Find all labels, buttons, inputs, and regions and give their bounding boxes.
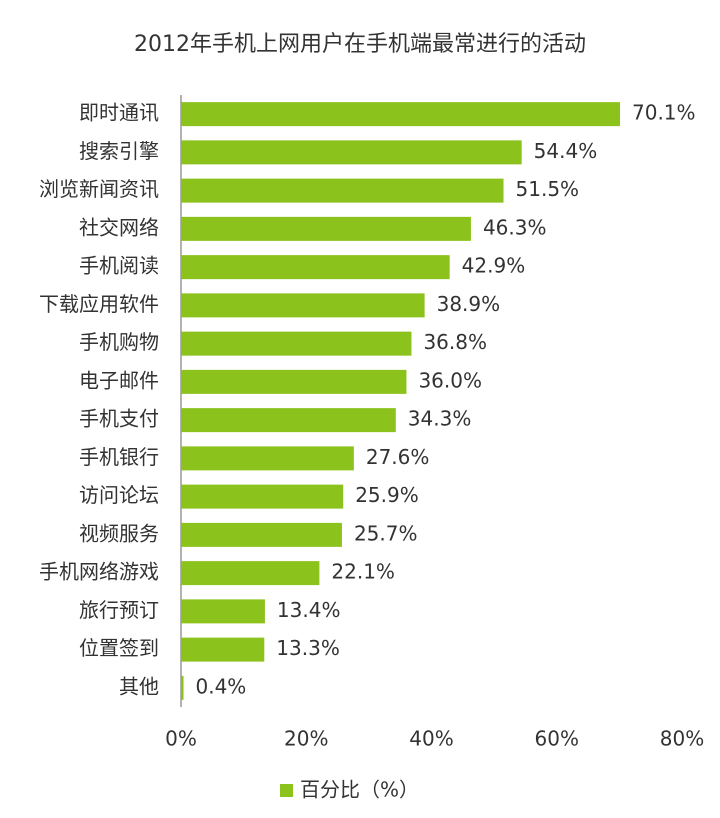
bar xyxy=(181,599,265,624)
bar xyxy=(181,140,522,165)
bar xyxy=(181,102,621,127)
y-tick-label: 搜索引擎 xyxy=(79,139,159,163)
x-tick-label: 0% xyxy=(165,727,197,751)
y-tick-label: 手机支付 xyxy=(79,407,159,431)
value-label: 46.3% xyxy=(483,215,547,239)
y-tick-label: 下载应用软件 xyxy=(39,292,159,316)
y-tick-label: 电子邮件 xyxy=(79,368,159,392)
y-tick-label: 旅行预订 xyxy=(79,598,159,622)
value-label: 13.4% xyxy=(277,598,341,622)
chart-title: 2012年手机上网用户在手机端最常进行的活动 xyxy=(134,32,586,57)
value-label: 36.0% xyxy=(418,368,482,392)
legend-swatch xyxy=(280,784,293,797)
y-tick-label: 手机购物 xyxy=(79,330,159,354)
bar xyxy=(181,637,265,662)
bar xyxy=(181,408,396,433)
bar xyxy=(181,446,354,471)
bar xyxy=(181,331,412,356)
x-tick-label: 60% xyxy=(535,727,579,751)
bar xyxy=(181,369,407,394)
value-label: 22.1% xyxy=(331,560,395,584)
bar xyxy=(181,522,342,547)
y-tick-label: 手机网络游戏 xyxy=(39,560,159,584)
value-label: 70.1% xyxy=(632,101,696,125)
bar xyxy=(181,178,504,203)
bar xyxy=(181,255,450,280)
value-label: 25.7% xyxy=(354,521,418,545)
y-tick-label: 即时通讯 xyxy=(79,101,159,125)
value-label: 54.4% xyxy=(534,139,598,163)
bar xyxy=(181,675,184,700)
value-label: 0.4% xyxy=(196,674,247,698)
y-tick-label: 手机阅读 xyxy=(79,254,159,278)
value-label: 34.3% xyxy=(408,407,472,431)
bar xyxy=(181,561,320,586)
x-tick-label: 20% xyxy=(284,727,328,751)
value-label: 36.8% xyxy=(423,330,487,354)
y-tick-label: 社交网络 xyxy=(79,215,159,239)
y-tick-label: 手机银行 xyxy=(79,445,159,469)
y-tick-label: 浏览新闻资讯 xyxy=(39,177,159,201)
bar xyxy=(181,293,425,318)
value-label: 13.3% xyxy=(276,636,340,660)
y-tick-label: 访问论坛 xyxy=(79,483,159,507)
value-label: 42.9% xyxy=(462,254,526,278)
value-label: 27.6% xyxy=(366,445,430,469)
bar xyxy=(181,216,471,241)
value-label: 51.5% xyxy=(516,177,580,201)
value-label: 38.9% xyxy=(437,292,501,316)
y-tick-label: 视频服务 xyxy=(79,521,159,545)
y-tick-label: 位置签到 xyxy=(79,636,159,660)
x-tick-label: 40% xyxy=(409,727,453,751)
legend-label: 百分比（%） xyxy=(300,778,419,802)
x-tick-label: 80% xyxy=(660,727,704,751)
value-label: 25.9% xyxy=(355,483,419,507)
y-tick-label: 其他 xyxy=(119,674,159,698)
bar xyxy=(181,484,344,509)
